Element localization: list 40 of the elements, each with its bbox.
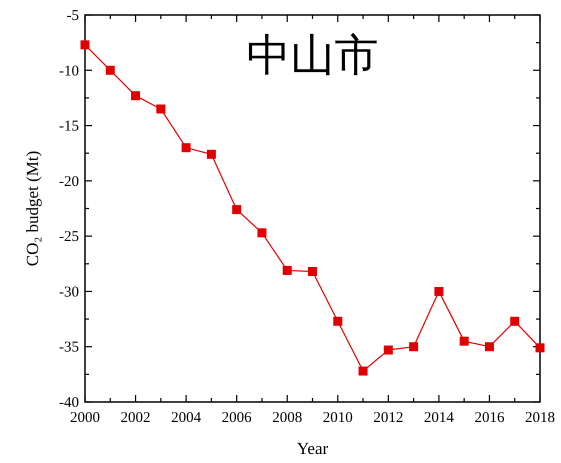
y-tick-label: -5 <box>66 8 79 24</box>
x-tick-label: 2008 <box>272 410 302 426</box>
point <box>460 336 469 346</box>
point <box>257 228 266 238</box>
y-tick-label: -35 <box>59 340 79 356</box>
x-axis-title: Year <box>296 439 328 458</box>
point <box>484 342 494 352</box>
point <box>156 104 166 114</box>
y-tick-label: -40 <box>59 395 79 411</box>
chart-title: 中山市 <box>246 31 378 80</box>
x-tick-label: 2012 <box>373 410 404 426</box>
point <box>182 143 191 152</box>
x-tick-label: 2006 <box>222 410 252 426</box>
point <box>409 342 418 352</box>
point <box>510 316 520 326</box>
x-tick-label: 2014 <box>424 410 454 426</box>
point <box>80 40 90 50</box>
point <box>206 150 216 159</box>
point <box>308 267 317 276</box>
y-tick-label: -20 <box>59 174 79 190</box>
point <box>131 91 140 100</box>
y-tick-label: -10 <box>59 63 79 80</box>
x-tick-label: 2002 <box>120 410 151 426</box>
x-tick-label: 2010 <box>322 410 353 426</box>
y-tick-label: -25 <box>59 229 79 246</box>
point <box>384 346 393 355</box>
point <box>106 66 115 75</box>
point <box>333 316 342 326</box>
point <box>536 343 544 352</box>
point <box>232 205 242 214</box>
y-tick-label: -30 <box>59 284 79 300</box>
x-tick-label: 2018 <box>525 410 555 426</box>
x-tick-label: 2000 <box>70 410 100 426</box>
x-tick-label: 2016 <box>474 410 505 426</box>
y-tick-label: -15 <box>59 118 79 135</box>
point <box>434 286 444 296</box>
y-axis-title: CO₂ budget (Mt) <box>23 150 42 266</box>
point <box>358 366 368 376</box>
point <box>282 266 292 275</box>
x-tick-label: 2004 <box>171 410 202 426</box>
